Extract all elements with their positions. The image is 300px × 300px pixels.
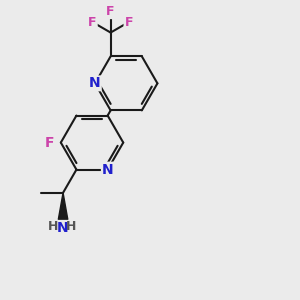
Text: F: F (106, 5, 115, 18)
Text: N: N (102, 163, 113, 177)
Text: N: N (89, 76, 101, 90)
Text: N: N (57, 221, 69, 235)
Text: H: H (66, 220, 76, 232)
Polygon shape (58, 193, 68, 220)
Text: H: H (48, 220, 59, 232)
Text: F: F (45, 136, 54, 150)
Text: F: F (124, 16, 133, 29)
Text: F: F (88, 16, 97, 29)
